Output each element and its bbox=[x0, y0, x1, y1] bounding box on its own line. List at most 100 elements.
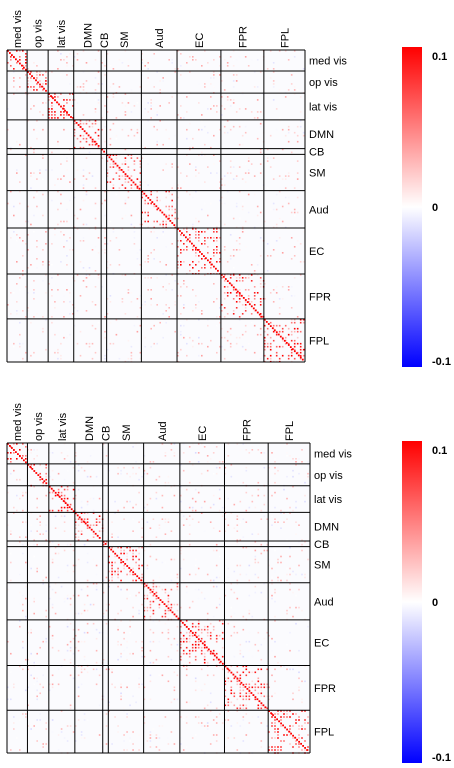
matrix-cell bbox=[69, 301, 71, 303]
matrix-cell bbox=[253, 286, 256, 288]
matrix-cell bbox=[253, 304, 256, 306]
matrix-cell bbox=[266, 683, 269, 686]
matrix-cell bbox=[195, 231, 197, 233]
matrix-cell bbox=[251, 446, 254, 448]
matrix-cell bbox=[111, 579, 113, 582]
matrix-cell bbox=[266, 707, 269, 710]
matrix-cell bbox=[7, 128, 9, 131]
matrix-cell bbox=[272, 330, 275, 333]
matrix-cell bbox=[204, 86, 206, 88]
matrix-cell bbox=[76, 53, 79, 55]
matrix-cell bbox=[201, 231, 203, 233]
matrix-cell bbox=[22, 509, 24, 512]
matrix-cell bbox=[66, 594, 69, 597]
matrix-cell bbox=[27, 686, 29, 689]
matrix-cell bbox=[45, 102, 47, 104]
matrix-cell bbox=[45, 71, 47, 73]
matrix-cell bbox=[155, 595, 158, 597]
matrix-cell bbox=[256, 311, 259, 314]
matrix-cell bbox=[280, 527, 282, 529]
matrix-cell bbox=[66, 62, 68, 64]
matrix-cell bbox=[147, 277, 149, 279]
matrix-cell bbox=[167, 217, 170, 220]
matrix-cell bbox=[301, 573, 303, 576]
matrix-cell bbox=[195, 295, 197, 297]
matrix-cell bbox=[69, 649, 72, 652]
matrix-cell bbox=[54, 546, 57, 549]
matrix-cell bbox=[254, 696, 257, 698]
matrix-cell bbox=[42, 579, 44, 582]
matrix-cell bbox=[209, 692, 212, 695]
matrix-cell bbox=[112, 342, 115, 345]
matrix-cell bbox=[57, 491, 60, 494]
matrix-cell bbox=[213, 240, 215, 242]
block-aud-aud bbox=[141, 190, 176, 229]
matrix-cell bbox=[109, 240, 112, 242]
matrix-cell bbox=[227, 573, 230, 576]
matrix-cell bbox=[10, 59, 12, 61]
matrix-cell bbox=[42, 157, 44, 159]
matrix-cell bbox=[95, 683, 98, 686]
matrix-cell bbox=[33, 725, 35, 727]
matrix-cell bbox=[57, 668, 60, 671]
matrix-cell bbox=[86, 512, 89, 514]
matrix-cell bbox=[229, 292, 232, 294]
matrix-cell bbox=[230, 512, 233, 514]
matrix-cell bbox=[19, 661, 21, 664]
matrix-cell bbox=[191, 509, 194, 512]
matrix-cell bbox=[205, 257, 207, 260]
matrix-cell bbox=[42, 674, 44, 677]
matrix-cell bbox=[301, 701, 303, 704]
matrix-cell bbox=[150, 252, 152, 254]
matrix-cell bbox=[164, 518, 167, 520]
matrix-cell bbox=[80, 665, 83, 668]
matrix-cell bbox=[242, 536, 245, 538]
matrix-cell bbox=[226, 289, 229, 291]
block-med-vis-lat-vis bbox=[48, 443, 72, 463]
matrix-cell bbox=[188, 640, 191, 643]
matrix-cell bbox=[186, 354, 188, 357]
matrix-cell bbox=[51, 105, 53, 107]
matrix-cell bbox=[281, 330, 284, 333]
matrix-cell bbox=[293, 330, 296, 333]
matrix-cell bbox=[230, 725, 233, 727]
matrix-cell bbox=[57, 576, 60, 579]
matrix-cell bbox=[221, 622, 224, 625]
matrix-cell bbox=[156, 128, 158, 131]
matrix-cell bbox=[141, 190, 144, 193]
matrix-cell bbox=[215, 637, 218, 640]
matrix-cell bbox=[259, 53, 262, 55]
matrix-cell bbox=[94, 270, 97, 272]
matrix-cell bbox=[124, 214, 127, 217]
matrix-cell bbox=[197, 588, 200, 591]
matrix-cell bbox=[195, 255, 197, 257]
matrix-cell bbox=[60, 731, 63, 733]
matrix-cell bbox=[206, 631, 209, 634]
matrix-cell bbox=[129, 740, 131, 742]
matrix-cell bbox=[146, 503, 149, 506]
matrix-cell bbox=[149, 600, 152, 603]
matrix-cell bbox=[247, 157, 250, 159]
matrix-cell bbox=[260, 702, 263, 705]
x-label-op-vis: op vis bbox=[33, 19, 45, 48]
matrix-cell bbox=[144, 190, 146, 193]
matrix-cell bbox=[111, 561, 113, 564]
matrix-cell bbox=[280, 740, 282, 742]
matrix-cell bbox=[227, 698, 230, 701]
matrix-cell bbox=[277, 746, 279, 748]
matrix-cell bbox=[19, 573, 21, 576]
matrix-cell bbox=[10, 461, 12, 463]
matrix-cell bbox=[228, 669, 231, 672]
matrix-cell bbox=[124, 160, 127, 162]
matrix-cell bbox=[233, 625, 236, 628]
matrix-cell bbox=[171, 143, 173, 146]
matrix-cell bbox=[260, 658, 263, 661]
matrix-cell bbox=[54, 111, 56, 113]
matrix-cell bbox=[106, 261, 109, 263]
matrix-cell bbox=[133, 169, 136, 171]
matrix-cell bbox=[91, 175, 94, 177]
matrix-cell bbox=[98, 515, 101, 517]
matrix-cell bbox=[288, 730, 290, 733]
matrix-cell bbox=[219, 237, 221, 239]
matrix-cell bbox=[304, 481, 306, 484]
